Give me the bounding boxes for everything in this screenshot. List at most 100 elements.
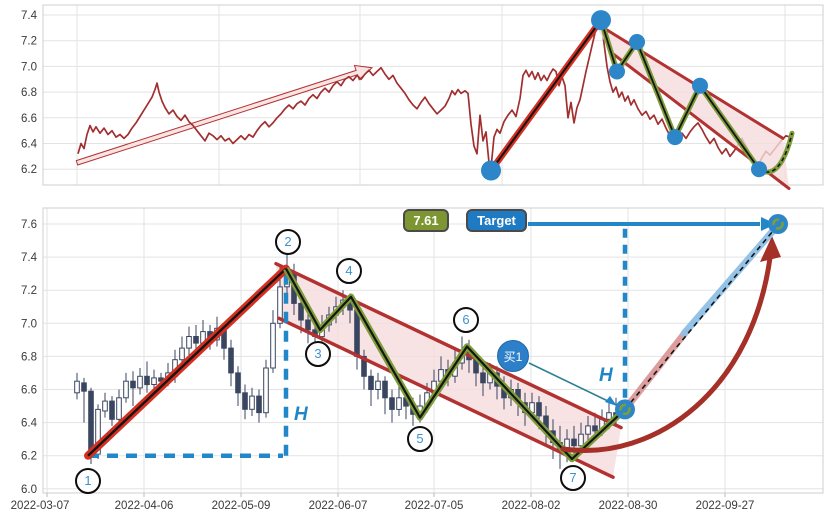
pivot-dot — [751, 161, 767, 178]
flag-channel-line — [274, 261, 623, 430]
candle-body — [186, 336, 192, 349]
weekly-overview-panel: 7.4 7.2 7.0 6.8 6.6 6.4 6.2 — [21, 4, 824, 190]
candle-body — [375, 380, 381, 391]
y-axis-tick-label: 7.4 — [21, 252, 38, 264]
wave-number-circle: 4 — [336, 258, 362, 284]
pivot-dot — [481, 160, 501, 181]
target-badge: Target — [466, 209, 527, 232]
candle-body — [585, 425, 591, 435]
buy-signal-badge: 买1 — [497, 340, 529, 372]
wave-number-circle: 2 — [275, 229, 301, 255]
y-axis-tick-label: 6.8 — [21, 87, 37, 99]
flagpole-core — [87, 267, 287, 457]
wave-number-circle: 7 — [560, 465, 586, 491]
x-axis-tick-label: 2022-08-30 — [599, 500, 658, 512]
y-axis-tick-label: 6.0 — [21, 484, 37, 496]
candle-body — [571, 438, 577, 447]
projection-lower — [621, 328, 690, 413]
candle-body — [179, 347, 185, 361]
candle-body — [109, 400, 115, 420]
candle-body — [242, 392, 248, 410]
candle-body — [270, 322, 276, 369]
y-axis-tick-label: 7.0 — [21, 61, 37, 73]
buy-pointer-line — [528, 362, 613, 404]
candle-body — [305, 319, 311, 331]
height-label-flagpole: H — [294, 404, 308, 425]
price-line — [77, 19, 794, 169]
projection-upper — [680, 223, 780, 338]
candle-body — [368, 375, 374, 390]
y-axis-tick-label: 7.4 — [21, 10, 38, 22]
candle-body — [228, 347, 234, 374]
flag-channel-line — [591, 19, 785, 140]
y-axis-tick-label: 6.6 — [21, 113, 37, 125]
candle-body — [480, 372, 486, 384]
wave-number-circle: 1 — [75, 468, 101, 494]
candle-body — [81, 382, 87, 392]
x-axis-tick-label: 2022-09-27 — [696, 500, 755, 512]
pivot-dot — [667, 129, 683, 146]
pivot-dot — [591, 10, 611, 31]
y-axis-tick-label: 6.2 — [21, 164, 37, 176]
pivot-dot — [692, 77, 708, 94]
y-axis-tick-label: 6.6 — [21, 385, 37, 397]
trend-arrow — [75, 64, 374, 166]
candle-body — [298, 302, 304, 321]
candle-body — [578, 433, 584, 447]
signal-dot — [615, 399, 635, 420]
y-axis-tick-label: 6.8 — [21, 351, 37, 363]
signal-dot — [768, 214, 788, 234]
candle-body — [354, 309, 360, 357]
buy-pointer-arrowhead — [605, 396, 617, 406]
y-axis-tick-label: 6.4 — [21, 418, 38, 430]
zigzag-core — [600, 19, 760, 170]
candle-body — [144, 375, 150, 386]
wave-number-circle: 3 — [305, 341, 331, 367]
pivot-dot — [609, 63, 625, 80]
x-axis-tick-label: 2022-08-02 — [502, 500, 561, 512]
x-axis-tick-label: 2022-04-06 — [115, 500, 174, 512]
candle-body — [277, 286, 283, 324]
candle-body — [592, 425, 598, 432]
height-label-projection: H — [599, 365, 613, 386]
zigzag-core — [285, 268, 626, 461]
candle-body — [193, 336, 199, 344]
candle-body — [382, 380, 388, 399]
plot-border — [42, 4, 824, 186]
candle-body — [389, 397, 395, 410]
wave-number-circle: 6 — [453, 307, 479, 333]
candle-body — [130, 380, 136, 389]
x-axis-tick-label: 2022-07-05 — [405, 500, 464, 512]
candle-body — [396, 397, 402, 410]
candle-body — [123, 380, 129, 399]
momentum-curve-arrow — [560, 247, 774, 453]
candle-body — [263, 367, 269, 414]
flag-channel-line — [277, 316, 615, 479]
projection-core — [624, 226, 777, 410]
candle-body — [536, 402, 542, 417]
candle-body — [151, 377, 157, 385]
signal-dot-ring — [772, 218, 784, 230]
y-axis-tick-label: 7.6 — [21, 219, 37, 231]
x-axis-tick-label: 2022-03-07 — [11, 500, 70, 512]
plot-border — [42, 207, 824, 494]
momentum-curve-arrowhead — [760, 236, 781, 262]
flagpole-core — [490, 19, 602, 172]
y-axis-tick-label: 6.4 — [21, 139, 38, 151]
y-axis-tick-label: 6.2 — [21, 451, 37, 463]
x-axis-tick-label: 2022-06-07 — [309, 500, 368, 512]
measured-move-badge: 7.61 — [403, 209, 449, 232]
candle-body — [102, 400, 108, 412]
signal-dot-ring — [619, 403, 631, 416]
candle-body — [606, 412, 612, 420]
candle-body — [116, 397, 122, 420]
candle-body — [256, 395, 262, 414]
wave-number-circle: 5 — [407, 426, 433, 452]
x-axis-tick-label: 2022-05-09 — [212, 500, 271, 512]
candle-body — [137, 375, 143, 389]
y-axis-tick-label: 7.0 — [21, 318, 37, 330]
y-axis-tick-label: 7.2 — [21, 285, 37, 297]
daily-candlestick-panel: 7.6 7.4 7.2 7.0 6.8 6.6 6.4 6.2 6.0 2022-03-07 202… — [11, 207, 824, 512]
